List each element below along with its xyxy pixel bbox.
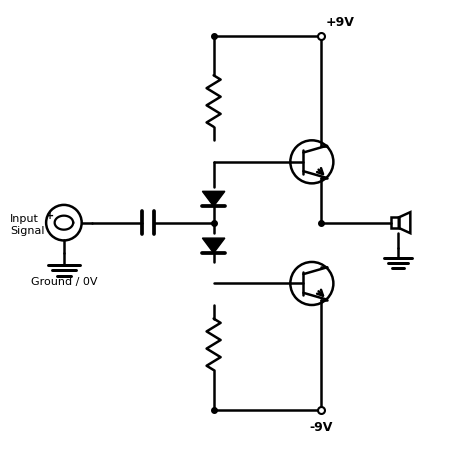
Polygon shape — [202, 191, 225, 206]
Polygon shape — [202, 238, 225, 253]
Text: Ground / 0V: Ground / 0V — [31, 277, 97, 288]
Text: Input
Signal: Input Signal — [10, 214, 45, 236]
Text: +9V: +9V — [326, 15, 355, 28]
Text: -9V: -9V — [310, 422, 333, 435]
Text: +: + — [46, 211, 54, 220]
